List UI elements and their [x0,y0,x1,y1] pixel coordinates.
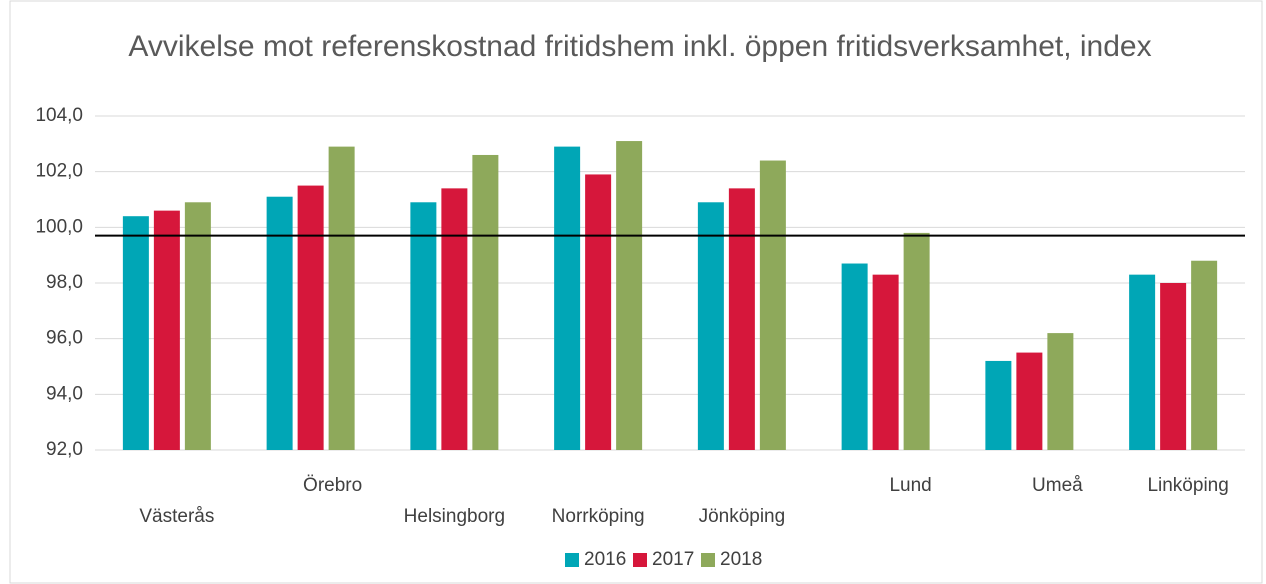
x-tick-label: Umeå [1032,475,1083,496]
x-tick-label: Norrköping [552,506,645,527]
legend-swatch [565,553,579,567]
bar [184,202,211,450]
bar [872,274,899,450]
bar [585,174,612,450]
bar [554,146,581,450]
y-tick-label: 98,0 [46,272,83,293]
x-tick-label: Örebro [303,475,362,496]
y-tick-label: 102,0 [35,161,83,182]
legend-label: 2017 [652,549,694,570]
x-tick-label: Linköping [1147,475,1228,496]
y-tick-label: 104,0 [35,105,83,126]
bar [616,141,643,451]
x-tick-label: Lund [889,475,931,496]
y-tick-label: 100,0 [35,216,83,237]
x-tick-label: Helsingborg [404,506,505,527]
bar [153,210,180,450]
bar [1047,333,1074,450]
bar [1016,352,1043,450]
y-tick-label: 94,0 [46,383,83,404]
bar [1129,274,1156,450]
y-tick-label: 96,0 [46,328,83,349]
bar [441,188,468,450]
bar [759,160,786,451]
chart-title: Avvikelse mot referenskostnad fritidshem… [128,30,1151,63]
bar [903,232,930,450]
legend-label: 2016 [584,549,626,570]
bar [122,216,149,450]
bar [985,360,1012,450]
legend-swatch [633,553,647,567]
bar [697,202,724,450]
x-tick-label: Västerås [139,506,214,527]
x-tick-label: Jönköping [699,506,786,527]
bar [1160,283,1187,450]
y-tick-label: 92,0 [46,439,83,460]
bar [266,196,293,450]
bar [297,185,324,451]
legend-label: 2018 [720,549,762,570]
bar [472,154,499,450]
bar [1191,260,1218,450]
bar [841,263,868,450]
bar [728,188,755,450]
bar [328,146,355,450]
legend-swatch [701,553,715,567]
bar [410,202,437,450]
